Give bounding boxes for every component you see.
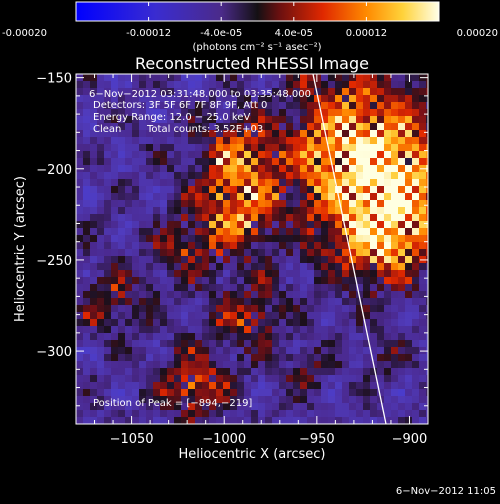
solar-limb-line	[312, 74, 387, 424]
colorbar-tick-label: -4.0e-05	[200, 28, 242, 39]
x-tick-label: −1050	[110, 432, 154, 447]
detectors-annotation: Detectors: 3F 5F 6F 7F 8F 9F, Att 0	[93, 100, 267, 111]
energy-annotation: Energy Range: 12.0 − 25.0 keV	[93, 112, 250, 123]
colorbar-tick-label: 0.00012	[346, 28, 387, 39]
x-axis-label: Heliocentric X (arcsec)	[179, 447, 326, 462]
colorbar-tick-label: -0.00012	[126, 28, 171, 39]
x-tick-label: −950	[299, 432, 335, 447]
footer-timestamp: 6−Nov−2012 11:05	[396, 486, 496, 497]
y-tick-labels: −150 −200 −250 −300	[36, 72, 72, 360]
y-tick-label: −250	[36, 254, 72, 269]
colorbar-ticks	[75, 2, 440, 21]
colorbar-tick-label: -0.00020	[2, 28, 47, 39]
plot-title: Reconstructed RHESSI Image	[135, 54, 369, 73]
y-axis-label: Heliocentric Y (arcsec)	[13, 176, 28, 322]
x-tick-label: −1000	[202, 432, 246, 447]
colorbar	[75, 1, 440, 22]
colorbar-tick-labels: -0.00020 -0.00012 -4.0e-05 4.0e-05 0.00012 0.…	[2, 28, 498, 39]
rhessi-image	[76, 74, 428, 424]
colorbar-unit-label: (photons cm⁻² s⁻¹ asec⁻²)	[192, 42, 321, 53]
colorbar-tick-label: 4.0e-05	[275, 28, 313, 39]
x-tick-label: −900	[392, 432, 428, 447]
plot-frame	[75, 73, 429, 425]
peak-position-annotation: Position of Peak = [−894,−219]	[93, 398, 252, 409]
total-counts-annotation: Total counts: 3.52E+03	[146, 124, 263, 135]
clean-annotation: Clean	[93, 124, 121, 135]
y-tick-label: −200	[36, 163, 72, 178]
axis-ticks	[75, 74, 429, 425]
colorbar-tick-label: 0.00020	[457, 28, 498, 39]
y-tick-label: −300	[36, 345, 72, 360]
time-range-annotation: 6−Nov−2012 03:31:48.000 to 03:35:48.000	[89, 89, 311, 100]
x-tick-labels: −1050 −1000 −950 −900	[110, 432, 428, 447]
y-tick-label: −150	[36, 72, 72, 87]
